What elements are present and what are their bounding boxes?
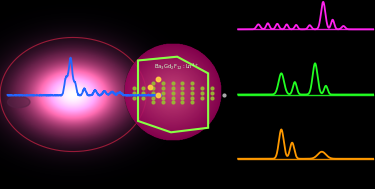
- Circle shape: [8, 96, 30, 108]
- Text: $\mathregular{Ba_3Gd_2F_{12}:Ln^{3+}}$: $\mathregular{Ba_3Gd_2F_{12}:Ln^{3+}}$: [154, 61, 199, 72]
